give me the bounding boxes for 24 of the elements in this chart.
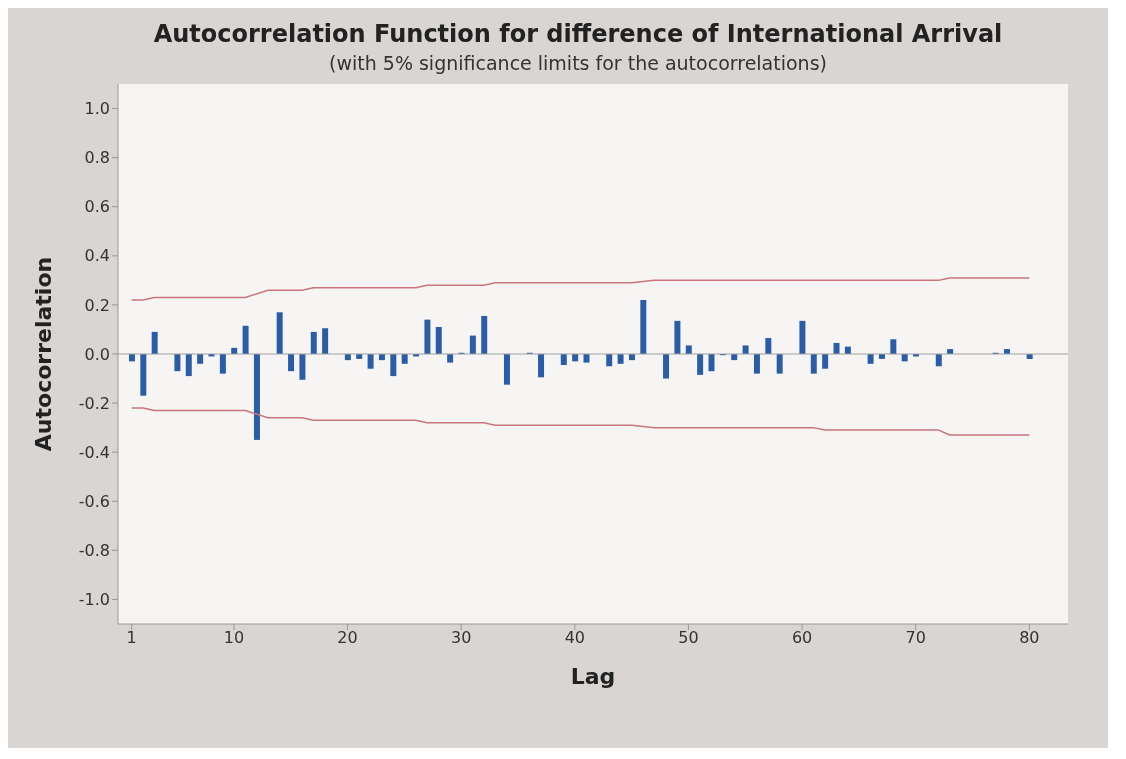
y-tick-label: 0.2 (84, 295, 110, 315)
y-tick-label: 0.8 (84, 148, 110, 168)
y-tick-label: -0.4 (78, 442, 110, 462)
y-axis-title: Autocorrelation (30, 256, 56, 452)
chart-title: Autocorrelation Function for difference of International Arrival (152, 20, 1004, 48)
x-tick-label: 80 (1019, 628, 1040, 648)
x-tick-label: 10 (223, 628, 245, 648)
y-tick-label: 0.4 (84, 246, 110, 266)
x-tick-label: 70 (905, 628, 926, 648)
x-tick-label: 50 (678, 628, 699, 648)
x-axis-title: Lag (570, 664, 616, 689)
x-tick-label: 40 (564, 628, 585, 648)
x-tick-label: 20 (337, 628, 358, 648)
y-tick-label: -0.8 (78, 541, 110, 561)
y-tick-label: 0.0 (84, 344, 110, 364)
x-tick-label: 1 (126, 628, 137, 648)
x-tick-label: 60 (791, 628, 813, 648)
chart-subtitle: (with 5% significance limits for the autocorrelations) (328, 52, 828, 74)
y-tick-label: -1.0 (78, 590, 110, 610)
y-tick-label: 0.6 (84, 197, 110, 217)
y-tick-label: 1.0 (84, 99, 110, 119)
y-tick-label: -0.6 (78, 491, 110, 511)
x-tick-label: 30 (451, 628, 472, 648)
y-tick-label: -0.2 (78, 393, 110, 413)
